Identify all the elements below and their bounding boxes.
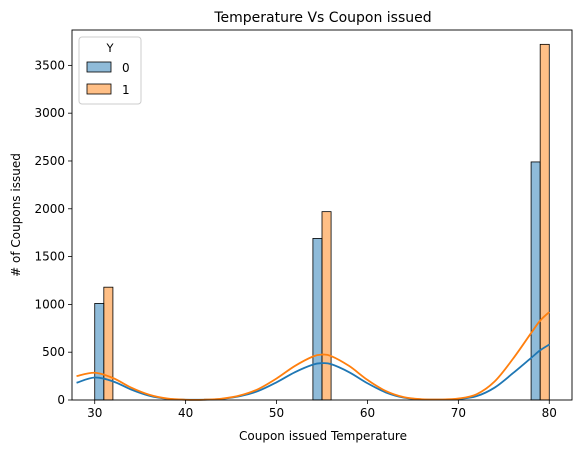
y-tick-label-0: 0 xyxy=(57,393,65,407)
legend-label-0: 0 xyxy=(122,61,130,75)
x-axis-ticks: 30 40 50 60 70 80 xyxy=(87,400,557,420)
x-axis-label: Coupon issued Temperature xyxy=(239,429,407,443)
x-tick-label-60: 60 xyxy=(360,406,375,420)
bar-series-0-temp-55 xyxy=(312,238,323,401)
y-axis-ticks: 0 500 1000 1500 2000 2500 3000 3500 xyxy=(34,58,72,407)
legend-label-1: 1 xyxy=(122,83,130,97)
y-tick-label-2500: 2500 xyxy=(34,154,65,168)
y-tick-label-1500: 1500 xyxy=(34,250,65,264)
x-tick-label-50: 50 xyxy=(269,406,284,420)
y-tick-label-3500: 3500 xyxy=(34,58,65,72)
bar-series-0-temp-30 xyxy=(94,303,105,401)
bar-series-1-temp-30 xyxy=(103,286,114,401)
histogram-bars xyxy=(94,43,550,401)
kde-line-series-1 xyxy=(76,311,550,401)
plot-frame xyxy=(71,29,573,401)
x-tick-label-70: 70 xyxy=(451,406,466,420)
legend-title: Y xyxy=(105,41,114,55)
y-tick-label-3000: 3000 xyxy=(34,106,65,120)
kde-curves xyxy=(76,311,550,401)
y-tick-label-1000: 1000 xyxy=(34,297,65,311)
legend-swatch-0 xyxy=(86,61,112,73)
x-tick-label-80: 80 xyxy=(542,406,557,420)
bar-series-1-temp-55 xyxy=(321,211,332,401)
legend: Y 0 1 xyxy=(78,36,142,105)
bar-series-0-temp-80 xyxy=(530,161,541,401)
x-tick-label-40: 40 xyxy=(178,406,193,420)
y-axis-label: # of Coupons issued xyxy=(9,153,23,277)
legend-swatch-1 xyxy=(86,83,112,95)
chart-title: Temperature Vs Coupon issued xyxy=(213,10,431,26)
x-tick-label-30: 30 xyxy=(87,406,102,420)
y-tick-label-500: 500 xyxy=(42,345,65,359)
y-tick-label-2000: 2000 xyxy=(34,202,65,216)
